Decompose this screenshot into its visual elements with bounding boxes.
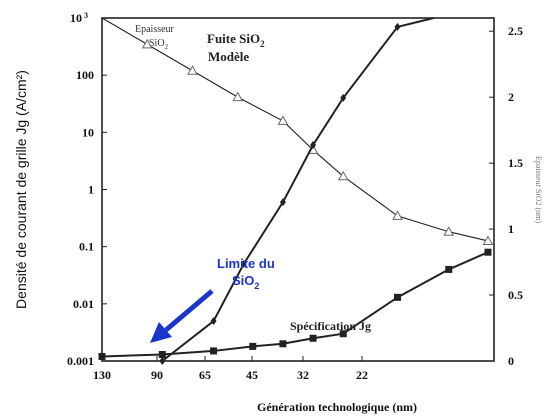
epaisseur-label-line2: SiO2	[149, 38, 169, 51]
y-left-tick-label: 0.001	[67, 354, 94, 368]
data-point-diamond	[240, 259, 247, 268]
y-left-tick-label: 10	[82, 125, 94, 139]
y-left-top-tick-exponent: 3	[84, 11, 88, 20]
data-point-triangle	[232, 91, 244, 102]
data-point-square	[445, 265, 453, 273]
data-point-triangle	[337, 170, 349, 181]
x-tick-label: 45	[246, 368, 258, 382]
y-left-tick-label: 100	[76, 68, 94, 82]
data-point-triangle	[392, 210, 403, 220]
data-point-square	[339, 330, 347, 338]
data-point-diamond	[394, 22, 401, 31]
data-point-square	[249, 342, 257, 350]
series-line-fuite-sio2-mod-le	[161, 17, 434, 362]
y-right-tick-label: 1	[508, 222, 514, 236]
y-right-axis-label: Epaisseur SiO2 (nm)	[534, 156, 543, 223]
x-tick-label: 22	[356, 368, 368, 382]
limite-label-line1: Limite du	[217, 256, 275, 271]
data-point-diamond	[279, 198, 286, 207]
x-axis-label: Génération technologique (nm)	[257, 400, 417, 414]
data-point-square	[309, 334, 317, 342]
plot-frame	[101, 17, 495, 362]
x-tick-label: 65	[199, 368, 211, 382]
y-left-top-tick-label: 10	[70, 11, 82, 25]
annotations-layer: Epaisseur SiO2 Fuite SiO2 Modèle Limite …	[135, 24, 371, 343]
y-right-tick-label: 2.5	[508, 24, 523, 38]
y-left-tick-label: 1	[88, 183, 94, 197]
data-point-square	[98, 352, 106, 360]
x-tick-label: 130	[93, 368, 111, 382]
x-tick-label: 90	[151, 368, 163, 382]
data-point-square	[210, 347, 218, 355]
limite-label-line2: SiO2	[232, 273, 259, 291]
y-left-tick-label: 0.01	[73, 297, 94, 311]
y-left-axis-label: Densité de courant de grille Jg (A/cm²)	[13, 70, 29, 309]
y-right-tick-label: 1.5	[508, 156, 523, 170]
fuite-label-line1: Fuite SiO2	[207, 31, 265, 49]
y-right-tick-label: 0	[508, 354, 514, 368]
data-point-triangle	[187, 65, 198, 75]
data-point-square	[158, 350, 166, 358]
data-point-diamond	[210, 317, 217, 326]
series-line-sp-cification-jg	[101, 251, 489, 358]
series-layer	[98, 17, 494, 365]
data-point-triangle	[482, 235, 494, 245]
data-point-diamond	[310, 141, 317, 150]
limite-arrow-shaft	[164, 289, 214, 332]
data-point-triangle	[277, 115, 289, 125]
data-point-square	[484, 248, 492, 256]
data-point-diamond	[340, 93, 347, 102]
data-point-square	[394, 293, 402, 301]
limite-arrow-head	[150, 322, 172, 343]
data-point-square	[279, 340, 287, 348]
x-tick-label: 32	[297, 368, 309, 382]
y-left-tick-label: 0.1	[79, 240, 94, 254]
fuite-label-line2: Modèle	[208, 49, 249, 64]
data-point-triangle	[141, 38, 153, 49]
data-point-triangle	[443, 226, 455, 236]
y-right-tick-label: 0.5	[508, 288, 523, 302]
series-line-epaisseur-sio2	[101, 17, 489, 242]
epaisseur-label-line1: Epaisseur	[135, 24, 175, 35]
specification-label: Spécification Jg	[290, 319, 371, 333]
y-right-tick-label: 2	[508, 90, 514, 104]
data-point-diamond	[159, 357, 166, 365]
